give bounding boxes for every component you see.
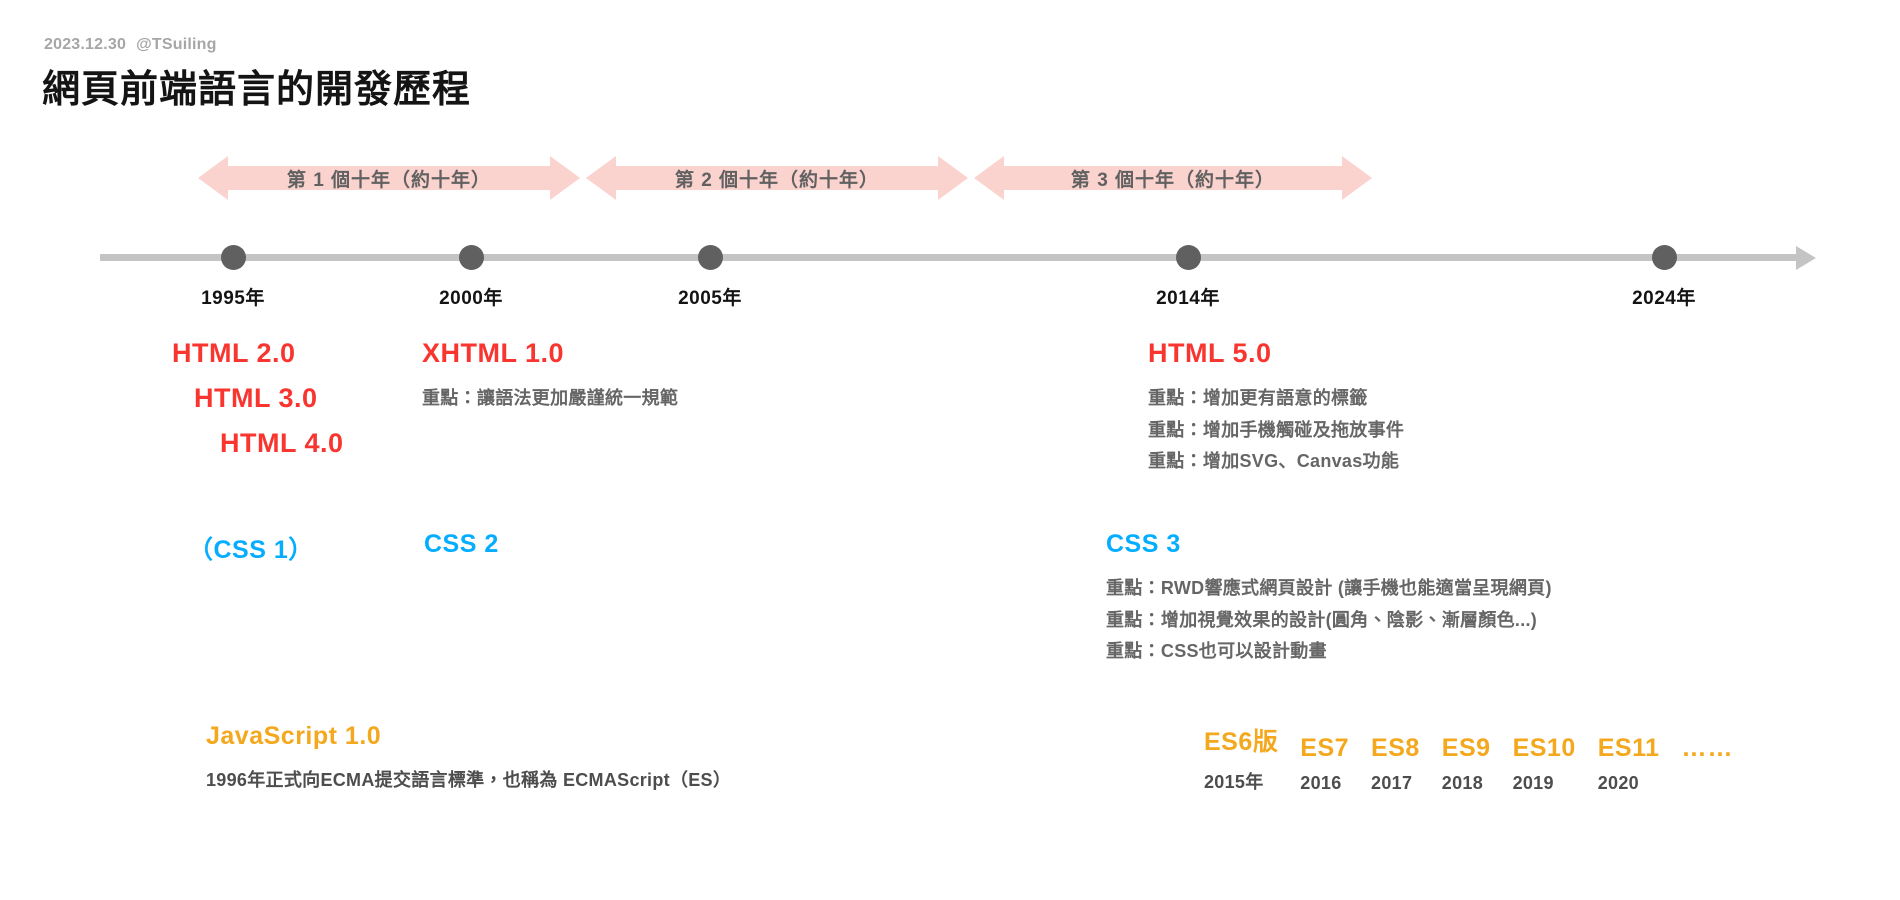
timeline-node-dot[interactable]: [1175, 245, 1201, 270]
es-release-year: 2020: [1597, 773, 1639, 793]
timeline-axis-arrowhead: [1796, 246, 1816, 270]
timeline-year-label: 2000年: [439, 288, 503, 309]
decade-arrow: 第 3 個十年（約十年）: [974, 156, 1372, 200]
decade-arrow: 第 2 個十年（約十年）: [586, 156, 968, 200]
es-release-year: 2017: [1371, 773, 1413, 793]
es-release-year: 2019: [1512, 773, 1554, 793]
es-ellipsis-item: ……: [1682, 734, 1734, 794]
decade-arrow: 第 1 個十年（約十年）: [198, 156, 580, 200]
javascript-block: JavaScript 1.0 1996年正式向ECMA提交語言標準，也稱為 EC…: [206, 722, 731, 797]
html5-title: HTML 5.0: [1148, 338, 1272, 368]
es-release-item: ES11 2020: [1598, 734, 1660, 794]
css1-block: （CSS 1）: [188, 530, 314, 566]
javascript-title: JavaScript 1.0: [206, 722, 382, 750]
es-ellipsis: ……: [1681, 734, 1734, 762]
css3-title: CSS 3: [1106, 530, 1181, 558]
timeline-node-dot[interactable]: [697, 245, 723, 270]
xhtml-title: XHTML 1.0: [422, 338, 565, 368]
html5-note: 重點：增加手機觸碰及拖放事件: [1148, 419, 1405, 440]
meta-line: 2023.12.30 @TSuiling: [44, 36, 217, 54]
html-early-versions-block: HTML 2.0 HTML 3.0 HTML 4.0: [172, 338, 1900, 459]
es-release-year: 2018: [1441, 773, 1484, 793]
timeline-year-label: 1995年: [201, 288, 265, 309]
es-release-year: 2015年: [1204, 772, 1264, 792]
xhtml-note: 重點：讓語法更加嚴謹統一規範: [422, 388, 679, 408]
decade-arrow-label: 第 2 個十年（約十年）: [674, 169, 880, 191]
es-release-item: ES10 2019: [1513, 734, 1576, 794]
es-release-item: ES7 2016: [1300, 734, 1349, 794]
timeline-year-label: 2024年: [1632, 288, 1696, 309]
css3-block: CSS 3 重點：RWD響應式網頁設計 (讓手機也能適當呈現網頁) 重點：增加視…: [1106, 530, 1552, 668]
es-release-row: ES6版 2015年 ES7 2016 ES8 2017 ES9 2018 ES10 2019 ES…: [1204, 722, 1756, 794]
timeline-node-dot[interactable]: [220, 245, 246, 270]
es-release-name: ES8: [1371, 734, 1420, 762]
es-release-item: ES6版 2015年: [1204, 722, 1278, 794]
es-release-year: 2016: [1300, 773, 1342, 793]
html5-block: HTML 5.0 重點：增加更有語意的標籤 重點：增加手機觸碰及拖放事件 重點：…: [1148, 338, 1404, 478]
author-handle: @TSuiling: [136, 36, 217, 53]
es-release-name: ES10: [1512, 734, 1576, 762]
publish-date: 2023.12.30: [44, 36, 127, 53]
es-release-name: ES9: [1441, 734, 1491, 762]
page-title: 網頁前端語言的開發歷程: [42, 69, 472, 111]
timeline-node-dot[interactable]: [1651, 245, 1677, 270]
html5-note: 重點：增加更有語意的標籤: [1148, 388, 1368, 408]
css1-title: （CSS 1）: [188, 536, 314, 564]
css2-block: CSS 2: [424, 530, 499, 559]
decade-arrow-label: 第 3 個十年（約十年）: [1070, 169, 1276, 191]
es-release-item: ES8 2017: [1371, 734, 1420, 794]
css3-note: 重點：增加視覺效果的設計(圓角、陰影、漸層顏色...): [1106, 609, 1538, 630]
css2-title: CSS 2: [424, 530, 499, 558]
css3-note: 重點：CSS也可以設計動畫: [1106, 641, 1327, 661]
es-release-name: ES11: [1597, 734, 1660, 762]
timeline-node-dot[interactable]: [458, 245, 484, 270]
xhtml-block: XHTML 1.0 重點：讓語法更加嚴謹統一規範: [422, 338, 678, 415]
decade-arrow-label: 第 1 個十年（約十年）: [286, 169, 492, 191]
es-release-item: ES9 2018: [1442, 734, 1491, 794]
es-release-name: ES6版: [1204, 728, 1279, 756]
timeline-year-label: 2014年: [1156, 288, 1220, 309]
timeline-year-label: 2005年: [678, 288, 742, 309]
html-version-label: HTML 4.0: [220, 428, 344, 458]
es-release-name: ES7: [1300, 734, 1350, 762]
html-version-label: HTML 3.0: [194, 383, 318, 413]
css3-note: 重點：RWD響應式網頁設計 (讓手機也能適當呈現網頁): [1106, 578, 1552, 598]
html5-note: 重點：增加SVG、Canvas功能: [1148, 451, 1400, 471]
timeline-axis-line: [100, 254, 1800, 261]
javascript-note: 1996年正式向ECMA提交語言標準，也稱為 ECMAScript（ES）: [206, 770, 732, 790]
html-version-label: HTML 2.0: [172, 338, 296, 368]
es-releases-block: ES6版 2015年 ES7 2016 ES8 2017 ES9 2018 ES10 2019 ES…: [1204, 722, 1756, 794]
es-ellipsis-spacer: [1682, 773, 1734, 794]
